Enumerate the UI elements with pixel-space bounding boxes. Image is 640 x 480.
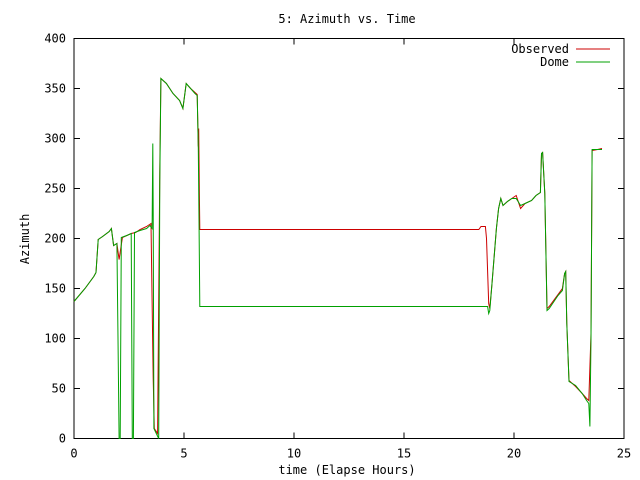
- series-line-dome: [73, 77, 602, 439]
- x-tick-label: 10: [287, 447, 301, 461]
- y-tick-label: 250: [44, 182, 66, 196]
- y-axis: 0 50 100 150 200 250 300 350 400: [44, 32, 624, 446]
- y-tick-label: 50: [52, 382, 66, 396]
- x-tick-label: 15: [397, 447, 411, 461]
- x-axis: 0 5 10 15 20 25: [70, 38, 631, 461]
- y-tick-label: 100: [44, 332, 66, 346]
- legend-label-observed: Observed: [511, 42, 569, 56]
- legend-label-dome: Dome: [540, 55, 569, 69]
- chart-title: 5: Azimuth vs. Time: [278, 12, 415, 26]
- series-layer: [73, 77, 603, 439]
- y-tick-label: 350: [44, 82, 66, 96]
- y-tick-label: 150: [44, 282, 66, 296]
- y-tick-label: 400: [44, 32, 66, 46]
- y-tick-label: 0: [59, 432, 66, 446]
- y-axis-label: Azimuth: [18, 214, 32, 265]
- y-tick-label: 300: [44, 132, 66, 146]
- x-tick-label: 25: [617, 447, 631, 461]
- x-tick-label: 0: [70, 447, 77, 461]
- x-axis-label: time (Elapse Hours): [278, 463, 415, 477]
- x-tick-label: 20: [507, 447, 521, 461]
- x-tick-label: 5: [180, 447, 187, 461]
- y-tick-label: 200: [44, 232, 66, 246]
